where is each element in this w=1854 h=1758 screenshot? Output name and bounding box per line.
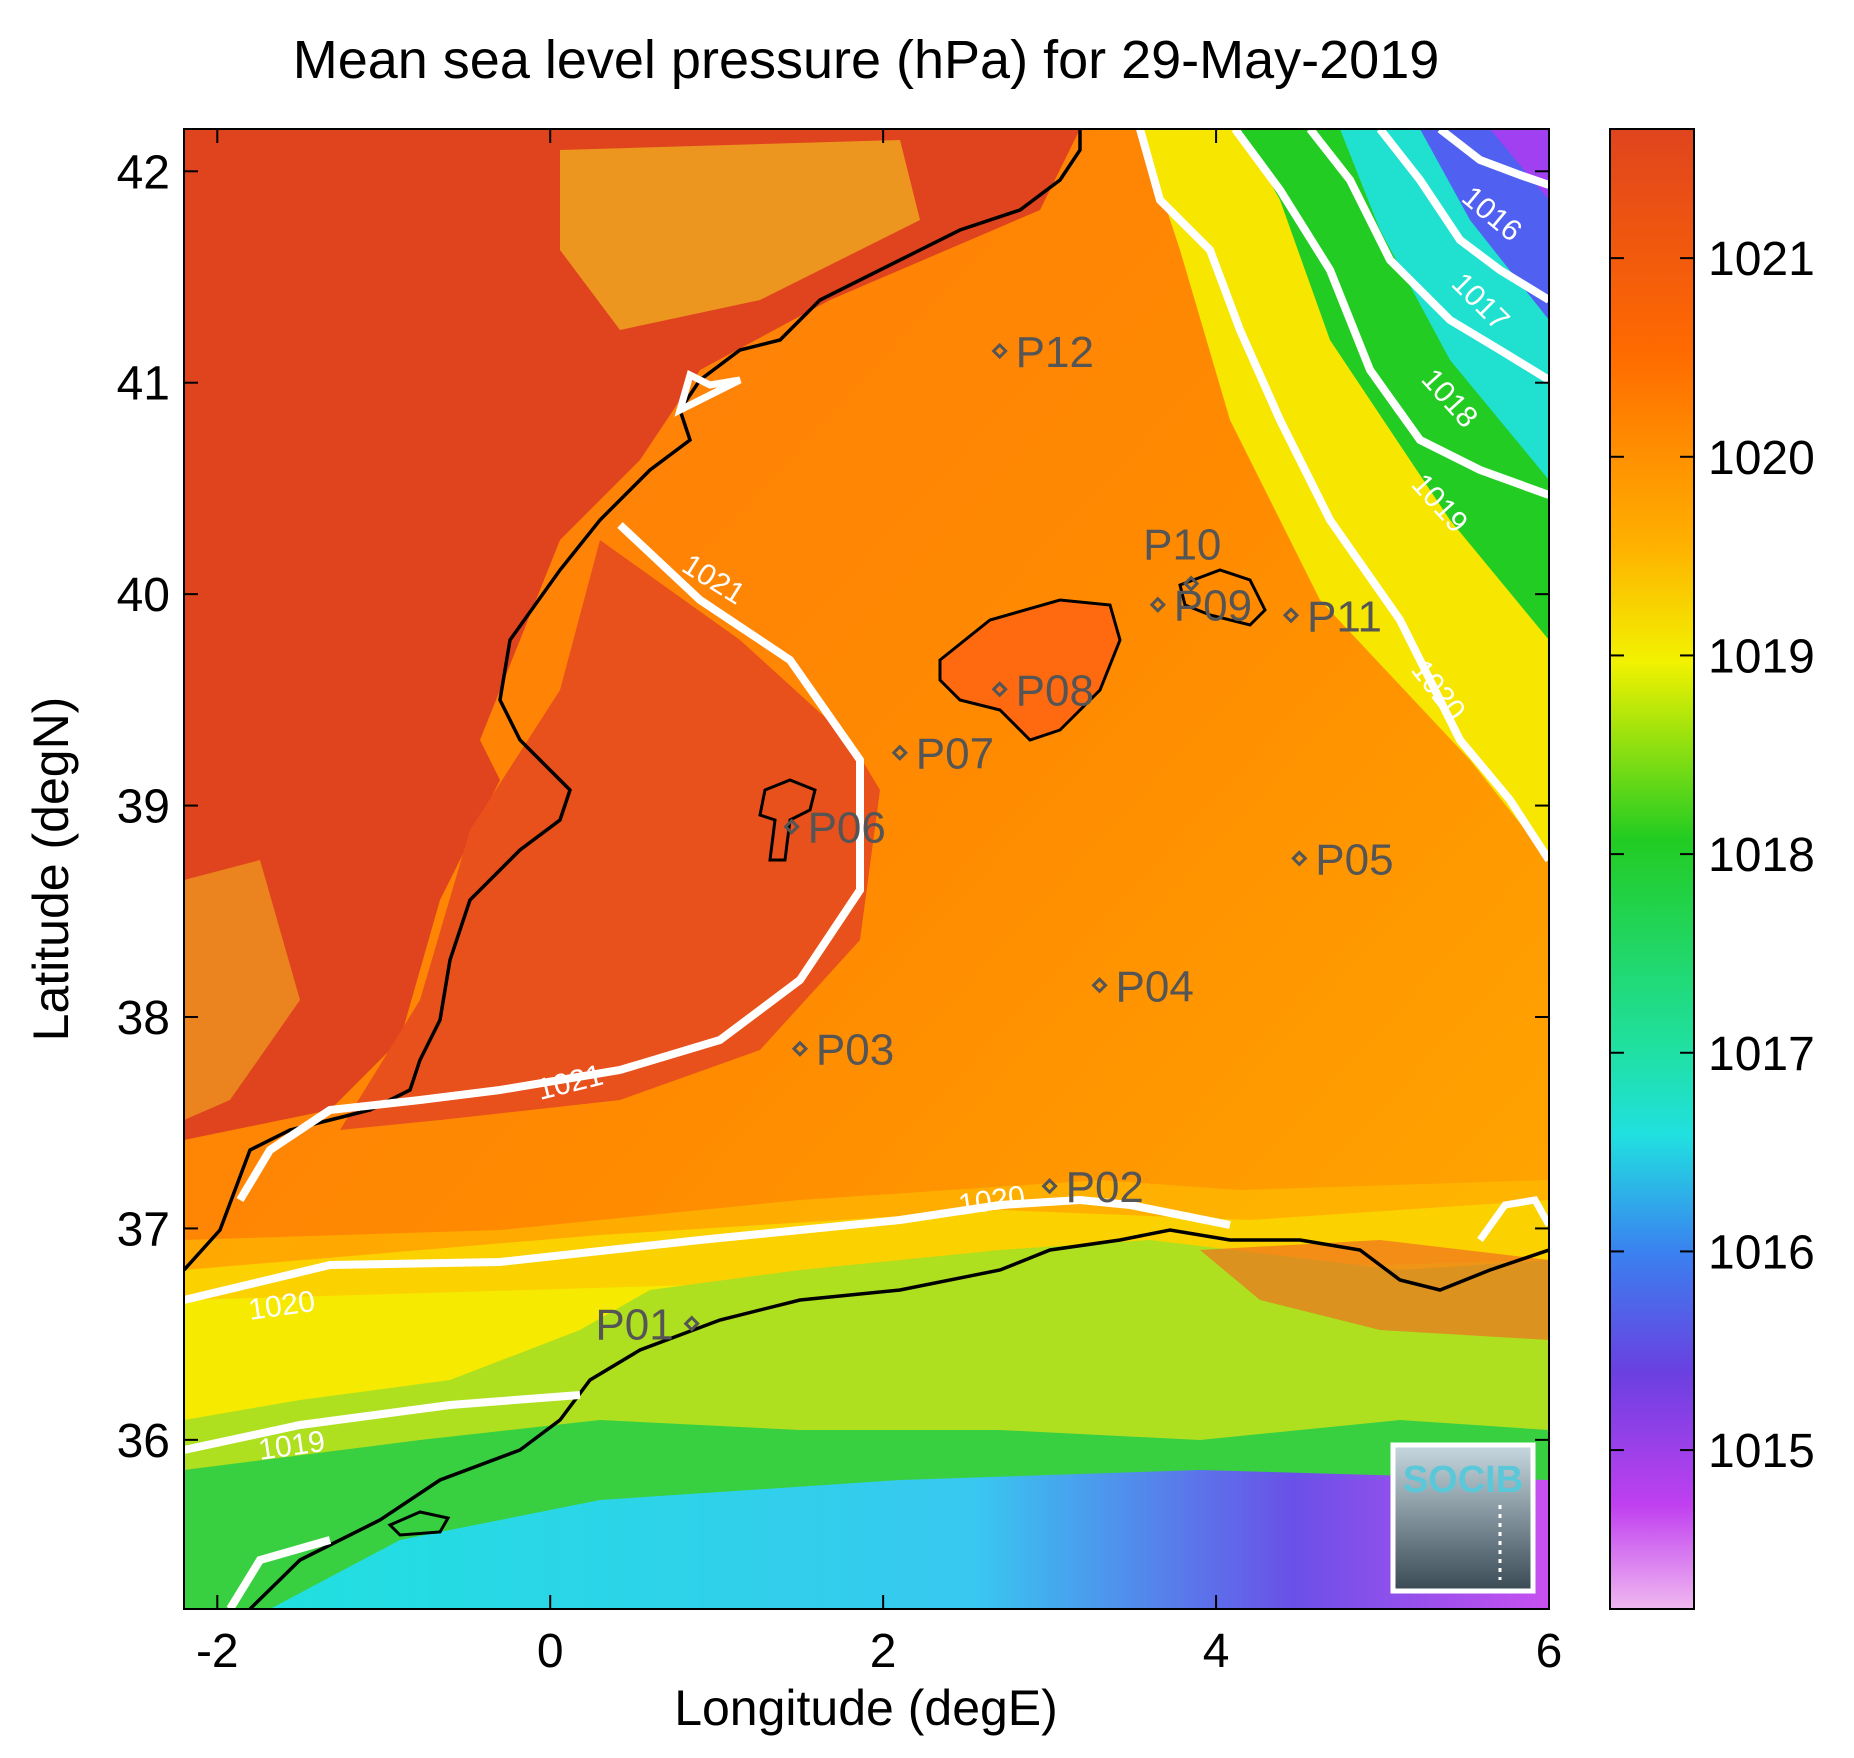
y-axis-ticks: 42 41 40 39 38 37 36 — [117, 146, 1549, 1468]
station-marker-p04 — [1091, 977, 1108, 994]
y-tick-label: 41 — [117, 358, 170, 411]
station-label-p03: P03 — [816, 1026, 894, 1075]
station-marker-p10 — [1182, 575, 1200, 592]
station-label-p12: P12 — [1016, 328, 1094, 377]
x-tick-label: 0 — [537, 1625, 564, 1678]
station-label-p04: P04 — [1116, 962, 1194, 1011]
colorbar-tick-label: 1016 — [1708, 1226, 1815, 1279]
y-tick-label: 36 — [117, 1415, 170, 1468]
x-tick-label: 2 — [870, 1625, 897, 1678]
colorbar — [1609, 128, 1695, 1610]
y-tick-label: 39 — [117, 781, 170, 834]
station-label-p07: P07 — [916, 730, 994, 779]
pressure-field — [184, 129, 1549, 1609]
station-label-p02: P02 — [1066, 1163, 1144, 1212]
station-marker-p01 — [683, 1315, 700, 1332]
socib-logo: SOCIB — [1390, 1442, 1536, 1594]
y-tick-label: 38 — [117, 992, 170, 1045]
colorbar-tick-label: 1015 — [1708, 1425, 1815, 1478]
colorbar-tick-label: 1017 — [1708, 1028, 1815, 1081]
station-marker-p12 — [991, 342, 1008, 360]
station-marker-p07 — [891, 744, 908, 761]
station-label-p05: P05 — [1315, 835, 1393, 884]
y-tick-label: 37 — [117, 1203, 170, 1256]
station-label-p01: P01 — [595, 1301, 673, 1350]
station-marker-p02 — [1041, 1178, 1058, 1195]
station-marker-p09 — [1149, 596, 1166, 613]
x-axis-label: Longitude (degE) — [674, 1680, 1058, 1736]
station-marker-p06 — [783, 818, 800, 835]
x-tick-label: -2 — [196, 1625, 239, 1678]
station-markers: P01 P02 P03 P04 P05 P06 P07 P08 P09 P10 P11 P12 — [595, 328, 1393, 1350]
colorbar-tick-label: 1018 — [1708, 829, 1815, 882]
y-tick-label: 42 — [117, 146, 170, 199]
station-marker-p03 — [791, 1040, 809, 1057]
station-label-p06: P06 — [808, 804, 886, 853]
station-label-p08: P08 — [1016, 666, 1094, 715]
station-marker-p11 — [1282, 607, 1300, 624]
plot-frame — [183, 128, 1550, 1610]
colorbar-ticks: 1021 1020 1019 1018 1017 1016 1015 — [1610, 233, 1815, 1478]
station-label-p09: P09 — [1174, 582, 1252, 631]
station-marker-p08 — [991, 681, 1008, 698]
station-label-p10: P10 — [1143, 521, 1221, 570]
y-tick-label: 40 — [117, 569, 170, 622]
x-tick-label: 6 — [1536, 1625, 1563, 1678]
logo-text: SOCIB — [1403, 1459, 1523, 1501]
x-axis-ticks: -2 0 2 4 6 — [196, 129, 1562, 1678]
y-axis-label: Latitude (degN) — [23, 697, 79, 1042]
station-label-p11: P11 — [1307, 592, 1382, 641]
colorbar-tick-label: 1019 — [1708, 630, 1815, 683]
colorbar-tick-label: 1021 — [1708, 233, 1815, 286]
station-marker-p05 — [1291, 850, 1308, 867]
colorbar-tick-label: 1020 — [1708, 432, 1815, 485]
x-tick-label: 4 — [1203, 1625, 1230, 1678]
chart-title: Mean sea level pressure (hPa) for 29-May… — [293, 30, 1440, 90]
